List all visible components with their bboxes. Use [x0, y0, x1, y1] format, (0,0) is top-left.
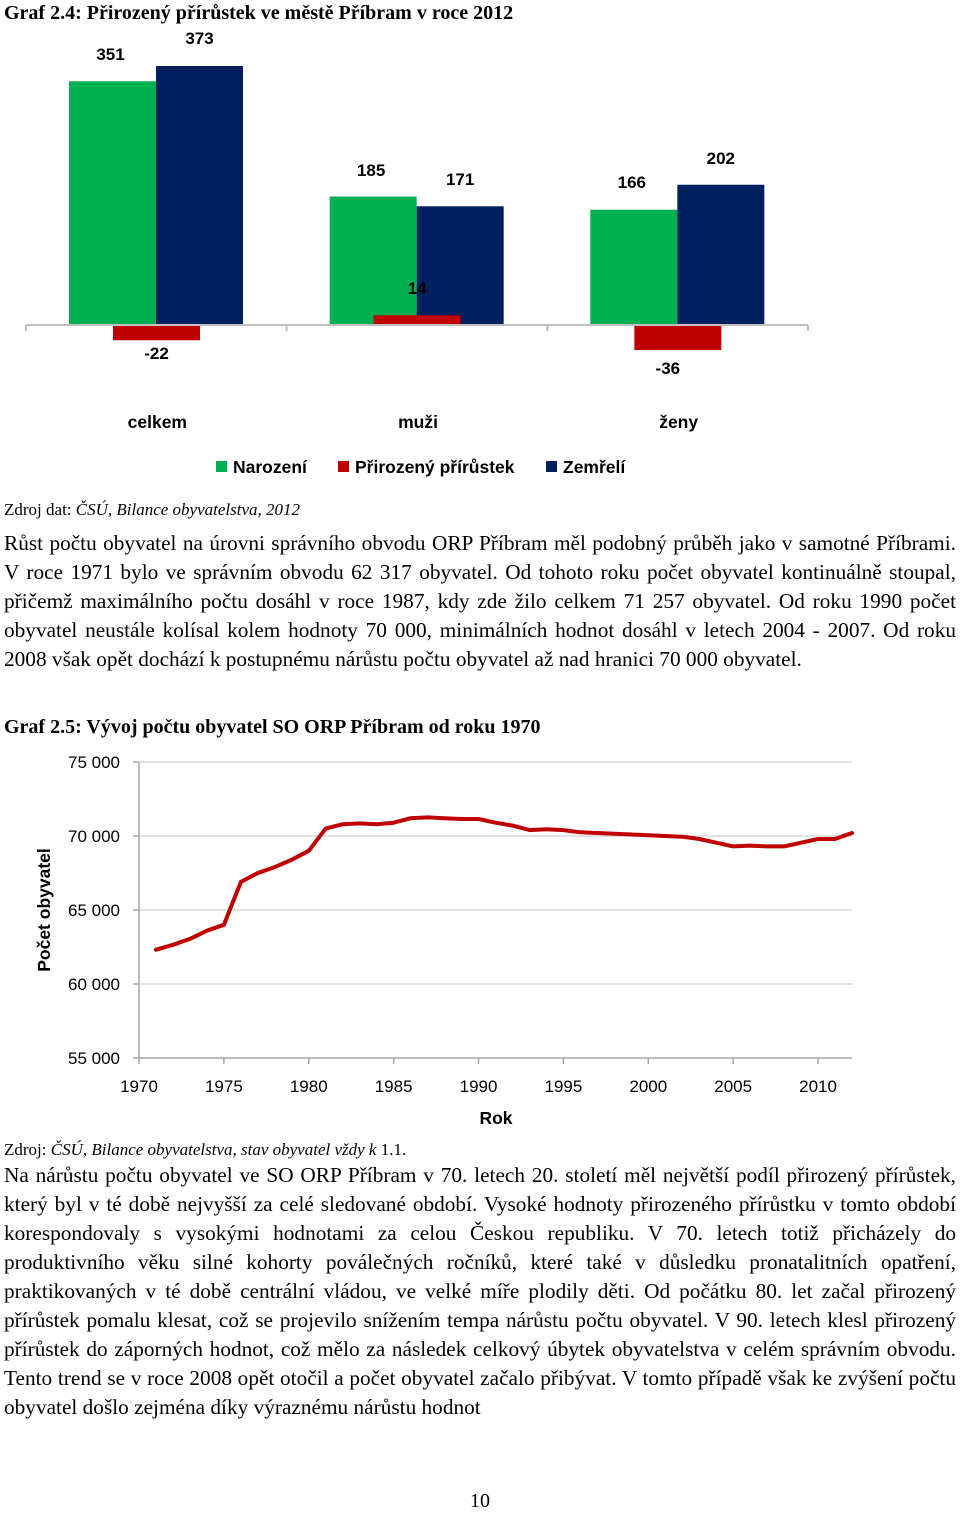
figure2-title: Graf 2.5: Vývoj počtu obyvatel SO ORP Př… — [4, 716, 541, 738]
bar — [634, 325, 722, 350]
bar — [113, 325, 200, 341]
figure1-source-prefix: Zdroj dat: — [4, 500, 76, 519]
bar-data-label: 14 — [408, 279, 427, 298]
figure2-source-suffix: 1.1. — [380, 1140, 407, 1159]
legend-label: Narození — [233, 457, 308, 477]
category-label: ženy — [659, 412, 698, 432]
x-tick-label: 1990 — [460, 1077, 498, 1096]
x-tick-label: 1975 — [205, 1077, 243, 1096]
figure1-source-italic: ČSÚ, Bilance obyvatelstva, 2012 — [75, 500, 301, 519]
y-tick-label: 65 000 — [68, 901, 120, 920]
legend-label: Přirozený přírůstek — [355, 457, 515, 477]
paragraph-1: Růst počtu obyvatel na úrovni správního … — [4, 531, 956, 671]
bar-data-label: -22 — [144, 344, 169, 363]
category-label: celkem — [128, 412, 187, 432]
bar-data-label: 166 — [618, 173, 646, 192]
legend-swatch — [216, 461, 227, 472]
y-tick-label: 75 000 — [68, 753, 120, 772]
x-axis-title: Rok — [479, 1108, 512, 1128]
paragraph-2: Na nárůstu počtu obyvatel ve SO ORP Příb… — [4, 1163, 956, 1419]
figure1-title: Graf 2.4: Přirozený přírůstek ve městě P… — [4, 2, 514, 24]
x-tick-label: 1980 — [290, 1077, 328, 1096]
x-tick-label: 1995 — [544, 1077, 582, 1096]
bar-data-label: 202 — [707, 149, 735, 168]
bar-data-label: 185 — [357, 161, 385, 180]
y-tick-label: 55 000 — [68, 1049, 120, 1068]
bar — [69, 81, 156, 325]
legend-label: Zemřelí — [563, 457, 626, 477]
bar — [156, 66, 243, 325]
bar-data-label: 351 — [96, 45, 124, 64]
x-tick-label: 1970 — [120, 1077, 158, 1096]
x-tick-label: 2005 — [714, 1077, 752, 1096]
bar — [373, 315, 461, 325]
bar — [677, 184, 765, 325]
bar-data-label: 171 — [446, 170, 474, 189]
y-tick-label: 70 000 — [68, 827, 120, 846]
x-tick-label: 2000 — [629, 1077, 667, 1096]
y-tick-label: 60 000 — [68, 975, 120, 994]
category-label: muži — [398, 412, 438, 432]
bar-data-label: -36 — [656, 359, 681, 378]
y-axis-title: Počet obyvatel — [34, 848, 54, 972]
figure2-source: Zdroj: ČSÚ, Bilance obyvatelstva, stav o… — [4, 1140, 406, 1160]
x-tick-label: 2010 — [799, 1077, 837, 1096]
figure2-source-prefix: Zdroj: — [4, 1140, 51, 1159]
figure2-source-italic: ČSÚ, Bilance obyvatelstva, stav obyvatel… — [50, 1140, 381, 1159]
bar — [590, 209, 678, 325]
page-number: 10 — [470, 1490, 490, 1512]
bar-data-label: 373 — [185, 29, 213, 48]
line-chart: 55 000 60 000 65 000 70 000 75 000 1970 1975 19… — [34, 753, 854, 1128]
legend-swatch — [546, 461, 557, 472]
bar — [329, 196, 417, 325]
legend-swatch — [338, 461, 349, 472]
x-tick-label: 1985 — [375, 1077, 413, 1096]
figure1-source: Zdroj dat: ČSÚ, Bilance obyvatelstva, 20… — [4, 500, 300, 520]
bar — [416, 206, 504, 325]
bar-chart: 351 -22 373 185 14 171 166 -36 202 celkem muži ženy… — [25, 29, 809, 477]
population-line — [154, 815, 854, 952]
